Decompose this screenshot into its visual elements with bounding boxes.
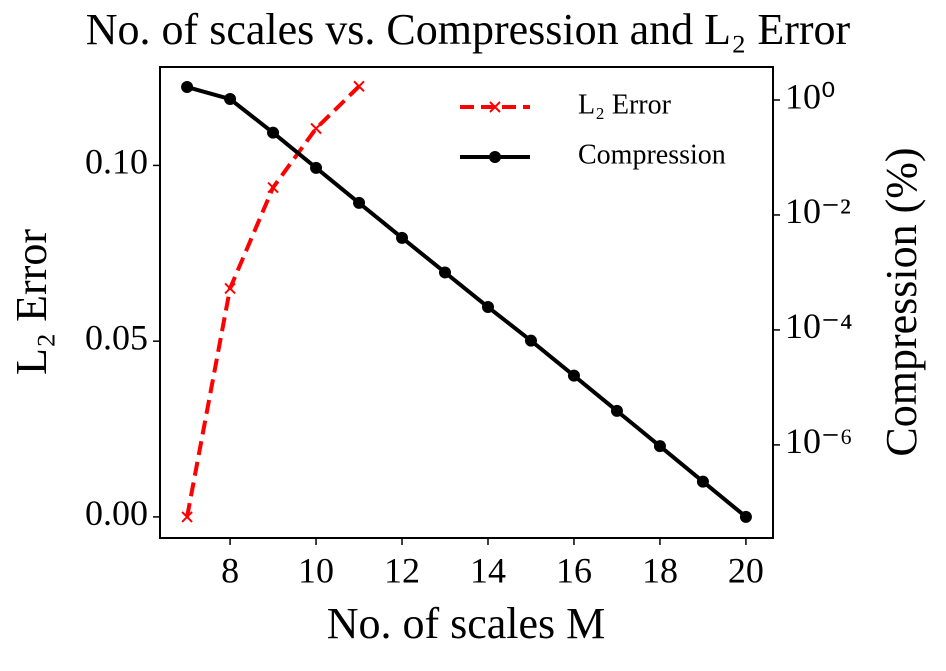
- marker-dot: [267, 126, 280, 139]
- marker-dot: [396, 231, 409, 244]
- marker-x: [310, 122, 322, 135]
- marker-dot: [439, 266, 452, 279]
- y-tick-label: 0.05: [85, 317, 148, 357]
- marker-dot: [696, 475, 709, 488]
- x-tick-label: 8: [221, 550, 239, 590]
- marker-dot: [653, 440, 666, 453]
- marker-x: [353, 80, 365, 93]
- x-axis-label: No. of scales M: [327, 599, 606, 648]
- marker-dot: [489, 151, 501, 163]
- plot-frame: [159, 66, 774, 539]
- y2-tick-label: 10⁻²: [785, 191, 851, 231]
- series-line: [186, 85, 748, 519]
- marker-dot: [181, 81, 194, 94]
- chart-title: No. of scales vs. Compression and L₂ Err…: [86, 5, 851, 54]
- marker-dot: [224, 93, 237, 106]
- y-tick-label: 0.00: [85, 493, 148, 533]
- y-axis-label: L₂ Error: [7, 229, 56, 375]
- marker-dot: [567, 369, 580, 382]
- marker-x: [181, 511, 193, 523]
- x-tick-label: 12: [384, 550, 420, 590]
- marker-dot: [353, 196, 366, 209]
- x-tick-label: 20: [728, 550, 764, 590]
- y-tick-label: 0.10: [85, 142, 148, 182]
- x-tick-label: 18: [642, 550, 678, 590]
- x-tick-label: 10: [298, 550, 334, 590]
- marker-dot: [310, 161, 323, 174]
- marker-dot: [524, 334, 537, 347]
- legend-label: Compression: [578, 139, 726, 170]
- marker-dot: [739, 510, 752, 523]
- marker-x: [489, 101, 501, 113]
- y2-tick-label: 10⁻⁴: [785, 306, 853, 346]
- series-line: [185, 84, 361, 518]
- marker-x: [267, 181, 279, 194]
- marker-dot: [610, 404, 623, 417]
- y2-axis-label: Compression (%): [877, 147, 926, 456]
- x-tick-label: 16: [556, 550, 592, 590]
- y2-tick-label: 10⁻⁶: [785, 421, 853, 461]
- x-tick-label: 14: [470, 550, 506, 590]
- marker-x: [224, 282, 236, 295]
- marker-dot: [481, 301, 494, 314]
- y2-tick-label: 10⁰: [785, 76, 835, 116]
- legend-label: L₂ Error: [578, 89, 672, 120]
